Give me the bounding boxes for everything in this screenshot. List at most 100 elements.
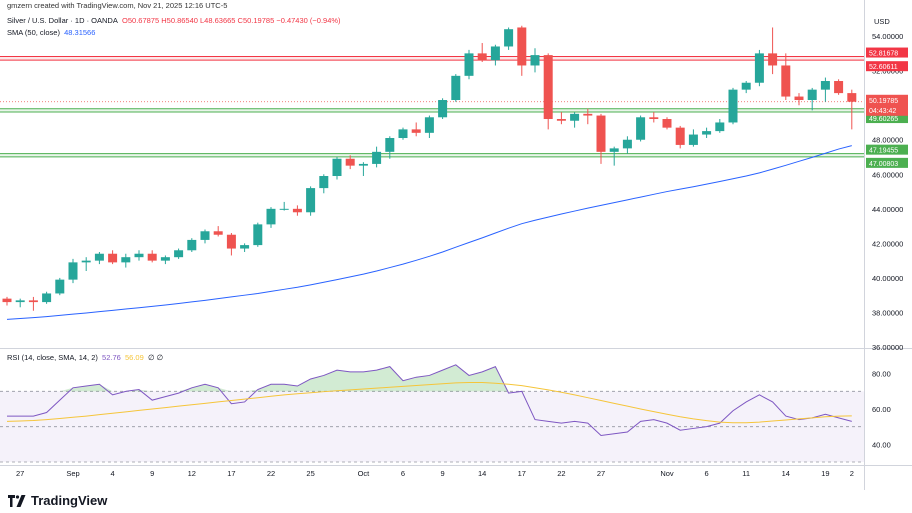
time-tick-label: 22 (557, 469, 565, 478)
zone-band (0, 153, 864, 157)
time-tick-label: 14 (478, 469, 486, 478)
candle-body (2, 298, 12, 303)
candle-body (794, 96, 804, 101)
sma-label: SMA (50, close) (7, 28, 60, 37)
candle-body (68, 262, 78, 280)
footer-brand: TradingView (31, 493, 108, 508)
candle-body (108, 253, 118, 263)
time-tick-label: 17 (518, 469, 526, 478)
candle-body (55, 279, 65, 294)
time-tick-label: 14 (782, 469, 790, 478)
zone-label-low: 49.60265 (869, 116, 898, 123)
time-tick-label: 27 (597, 469, 605, 478)
time-tick-label: 25 (306, 469, 314, 478)
rsi-extra: ∅ ∅ (147, 353, 164, 362)
sma-legend[interactable]: SMA (50, close) 48.31566 (7, 28, 95, 37)
candle-body (662, 119, 672, 128)
candle-body (451, 75, 461, 101)
rsi-tick-label: 80.00 (872, 370, 891, 379)
candle-body (424, 117, 434, 133)
candle-body (754, 53, 764, 83)
countdown-label: 04:43:42 (869, 108, 896, 115)
candle-body (438, 100, 448, 118)
symbol-ohlc-legend: Silver / U.S. Dollar · 1D · OANDA O50.67… (7, 16, 341, 25)
candle-body (517, 27, 527, 66)
candle-body (715, 122, 725, 132)
candle-body (543, 55, 553, 120)
candle-body (702, 131, 712, 135)
candle-body (490, 46, 500, 61)
zone-band (0, 56, 864, 61)
price-tick-label: 42.00000 (872, 239, 903, 248)
ohlc-values: O50.67875 H50.86540 L48.63665 C50.19785 … (122, 16, 341, 25)
time-tick-label: 9 (150, 469, 154, 478)
zone-label-low: 52.60611 (869, 64, 898, 71)
candle-body (332, 158, 342, 177)
price-tick-label: 46.00000 (872, 170, 903, 179)
candle-body (319, 176, 329, 189)
price-tick-label: 38.00000 (872, 308, 903, 317)
price-tick-label: 36.00000 (872, 343, 903, 352)
time-tick-label: 22 (267, 469, 275, 478)
currency-label[interactable]: USD (874, 17, 890, 26)
candle-body (15, 300, 25, 303)
candle-body (358, 163, 368, 166)
candle-body (226, 234, 236, 249)
zone-label-high: 52.81678 (869, 51, 898, 58)
time-tick-label: 12 (188, 469, 196, 478)
zone-label-bg (866, 47, 908, 58)
zone-label-bg (866, 144, 908, 155)
candle-body (385, 138, 395, 152)
tradingview-logo[interactable]: TradingView (8, 493, 107, 508)
last-price-label-bg (866, 94, 908, 116)
candle-body (28, 300, 38, 303)
last-price-label: 50.19785 (869, 98, 898, 105)
candle-body (583, 113, 593, 116)
candle-body (622, 139, 632, 149)
candle-body (688, 134, 698, 145)
candle-body (345, 158, 355, 166)
candle-body (781, 65, 791, 97)
rsi-tick-label: 40.00 (872, 440, 891, 449)
rsi-label: RSI (14, close, SMA, 14, 2) (7, 353, 98, 362)
price-tick-label: 54.00000 (872, 32, 903, 41)
rsi-value: 52.76 (102, 353, 121, 362)
time-tick-label: 4 (111, 469, 115, 478)
time-tick-label: 11 (742, 469, 750, 478)
zone-label-high: 47.19455 (869, 148, 898, 155)
time-tick-label: 27 (16, 469, 24, 478)
candle-body (834, 81, 844, 94)
zone-label-bg (866, 113, 908, 124)
candle-body (609, 148, 619, 152)
candle-body (556, 119, 566, 121)
time-tick-label: Oct (358, 469, 371, 478)
time-tick-label: 2 (850, 469, 854, 478)
time-tick-label: 19 (821, 469, 829, 478)
candle-body (530, 55, 540, 66)
time-tick-label: 6 (401, 469, 405, 478)
zone-label-low: 47.00803 (869, 161, 898, 168)
rsi-legend[interactable]: RSI (14, close, SMA, 14, 2) 52.76 56.09 … (7, 353, 163, 362)
candle-body (187, 239, 197, 251)
price-tick-label: 40.00000 (872, 274, 903, 283)
sma-line (6, 145, 852, 320)
candle-body (768, 53, 778, 66)
candle-body (121, 257, 131, 263)
candle-body (504, 29, 514, 47)
time-tick-label: 6 (705, 469, 709, 478)
rsi-sma-line (6, 382, 852, 424)
rsi-overbought-fill (7, 364, 852, 392)
zone-label-bg (866, 61, 908, 72)
candle-body (213, 231, 223, 235)
zone-band (0, 108, 864, 113)
candle-body (306, 188, 316, 213)
candle-body (200, 231, 210, 240)
candle-body (649, 117, 659, 120)
rsi-tick-label: 60.00 (872, 405, 891, 414)
time-tick-label: Sep (66, 469, 79, 478)
candle-body (81, 260, 91, 263)
candle-body (636, 117, 646, 140)
candle-body (147, 253, 157, 261)
symbol-title: Silver / U.S. Dollar · 1D · OANDA (7, 16, 118, 25)
